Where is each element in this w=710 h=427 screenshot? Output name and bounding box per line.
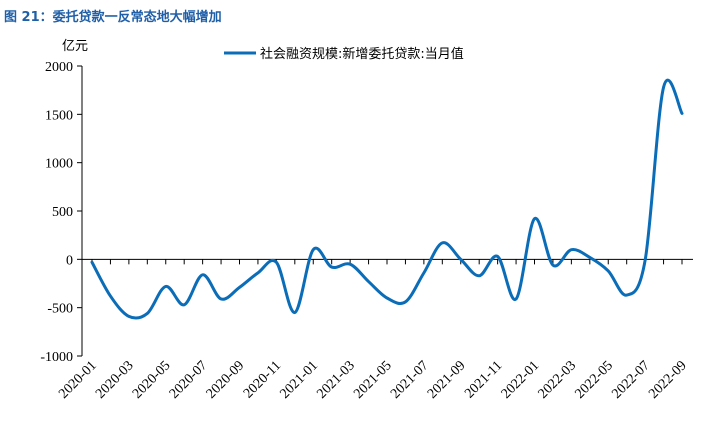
y-tick-label: -1000 bbox=[40, 350, 73, 365]
y-tick-label: 500 bbox=[52, 205, 73, 220]
y-axis: -1000 -500 0 500 1000 1500 2000 bbox=[40, 60, 83, 365]
y-tick-label: 2000 bbox=[45, 60, 73, 75]
x-tick-label: 2021-09 bbox=[425, 358, 469, 402]
x-axis: 2020-012020-032020-052020-072020-092020-… bbox=[56, 258, 693, 402]
x-tick-label: 2022-05 bbox=[572, 358, 616, 402]
x-tick-label: 2021-01 bbox=[277, 358, 321, 402]
x-tick-label: 2021-03 bbox=[314, 358, 358, 402]
x-tick-label: 2020-09 bbox=[204, 358, 248, 402]
x-tick-label: 2022-03 bbox=[536, 358, 580, 402]
y-axis-unit: 亿元 bbox=[62, 39, 88, 54]
x-tick-label: 2020-03 bbox=[93, 358, 137, 402]
legend-label: 社会融资规模:新增委托贷款:当月值 bbox=[260, 46, 464, 62]
y-tick-label: 1500 bbox=[45, 108, 73, 123]
x-tick-label: 2021-05 bbox=[351, 358, 395, 402]
y-tick-label: 1000 bbox=[45, 157, 73, 172]
legend: 社会融资规模:新增委托贷款:当月值 bbox=[224, 46, 464, 62]
x-tick-label: 2021-07 bbox=[388, 358, 432, 402]
series-line bbox=[90, 78, 684, 320]
series-group bbox=[90, 78, 684, 320]
figure-title: 图 21：委托贷款一反常态地大幅增加 bbox=[4, 10, 222, 25]
y-tick-label: 0 bbox=[66, 253, 73, 268]
x-tick-label: 2020-07 bbox=[167, 358, 211, 402]
x-tick-label: 2022-07 bbox=[609, 358, 653, 402]
x-tick-label: 2020-05 bbox=[130, 358, 174, 402]
y-tick-label: -500 bbox=[47, 302, 73, 317]
x-tick-label: 2022-09 bbox=[646, 358, 690, 402]
x-tick-label: 2021-11 bbox=[462, 358, 505, 401]
x-tick-label: 2022-01 bbox=[499, 358, 543, 402]
x-tick-label: 2020-11 bbox=[241, 358, 284, 401]
